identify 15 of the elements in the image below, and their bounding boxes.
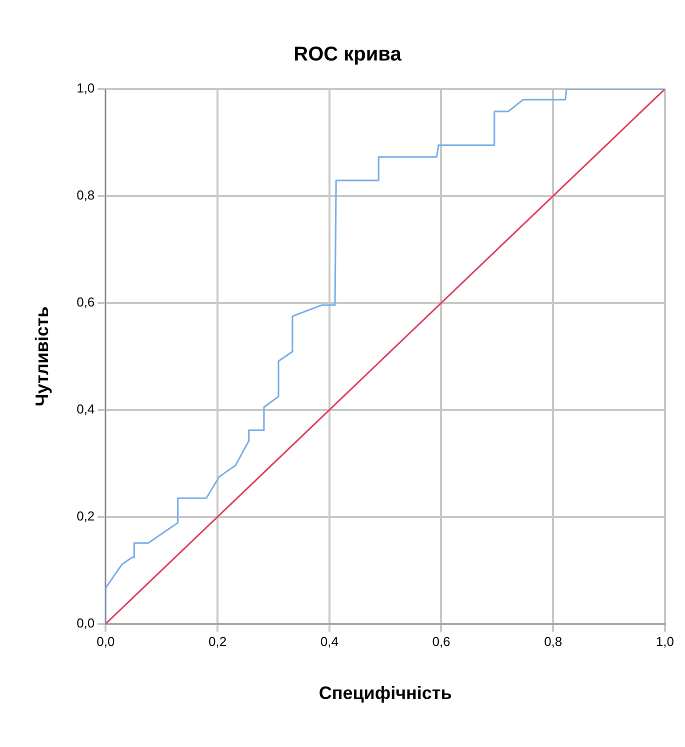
y-axis-title: Чутливість — [32, 306, 52, 406]
y-tick-label: 1,0 — [76, 80, 95, 96]
y-tick-label: 0,4 — [76, 401, 95, 416]
x-tick-label: 0,0 — [96, 634, 115, 650]
y-tick-label: 0,2 — [76, 508, 95, 524]
y-tick-label: 0,0 — [76, 615, 95, 630]
x-tick-label: 0,2 — [208, 634, 227, 650]
x-tick-label: 0,6 — [432, 634, 450, 650]
x-tick-label: 0,4 — [320, 634, 338, 650]
x-tick-label: 1,0 — [656, 634, 674, 650]
x-tick-label: 0,8 — [544, 634, 562, 650]
x-axis-title: Специфічність — [318, 683, 452, 704]
chart-title: ROC крива — [294, 44, 402, 66]
y-tick-label: 0,8 — [76, 188, 95, 203]
y-tick-label: 0,6 — [76, 294, 95, 310]
